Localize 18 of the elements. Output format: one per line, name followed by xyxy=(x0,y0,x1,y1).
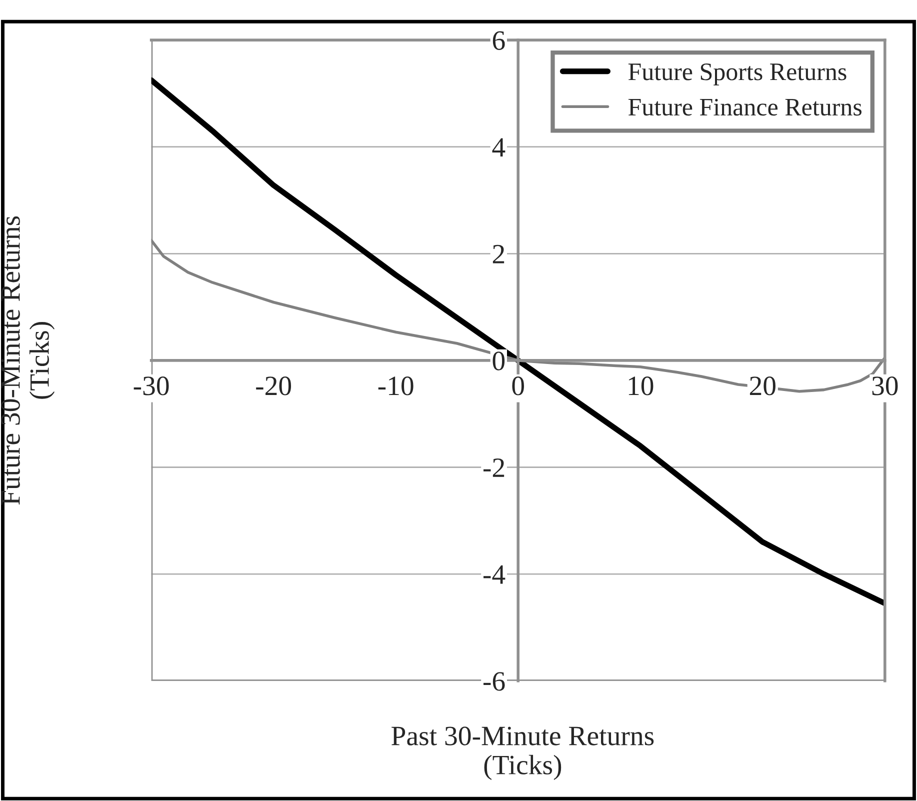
y-tick-label: 2 xyxy=(492,244,504,264)
y-tick-label: 4 xyxy=(492,138,506,156)
x-tick-label: 0 xyxy=(512,376,524,396)
x-tick-label: -30 xyxy=(134,376,169,396)
y-tick-label: -4 xyxy=(484,565,506,584)
x-tick-label: 10 xyxy=(628,376,654,396)
y-tick-label: 6 xyxy=(492,31,505,50)
x-tick-label: -20 xyxy=(256,376,292,396)
y-tick-label: -2 xyxy=(484,458,504,477)
legend-label: Future Finance Returns xyxy=(628,98,862,116)
x-tick-label: 30 xyxy=(872,376,898,396)
y-axis-title: Future 30-Minute Returns (Ticks) xyxy=(1,216,55,505)
y-tick-label: -6 xyxy=(484,672,505,691)
legend-label: Future Sports Returns xyxy=(628,63,846,86)
y-tick-label: 0 xyxy=(492,352,505,370)
x-tick-label: 20 xyxy=(750,376,776,396)
x-axis-title: Past 30-Minute Returns (Ticks) xyxy=(392,726,654,780)
x-tick-label: -10 xyxy=(378,376,414,396)
